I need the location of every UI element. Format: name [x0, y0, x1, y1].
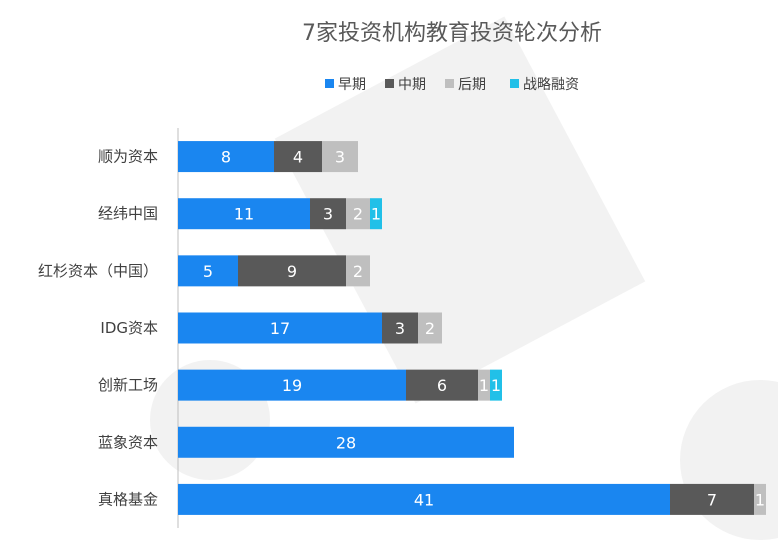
bar-segment — [418, 312, 442, 344]
data-label: 28 — [336, 433, 356, 452]
data-label: 41 — [414, 490, 434, 509]
data-label: 3 — [323, 205, 333, 224]
legend-label-3: 战略融资 — [523, 77, 579, 93]
bar-segment — [370, 198, 382, 230]
category-label: 顺为资本 — [98, 148, 158, 166]
bar-segment — [310, 198, 346, 230]
data-label: 8 — [221, 148, 231, 167]
legend-swatch-1 — [385, 79, 394, 88]
bar-segment — [178, 426, 514, 458]
category-label: 创新工场 — [98, 376, 158, 394]
bar-segment — [322, 141, 358, 173]
legend: 早期 中期 后期 战略融资 — [325, 77, 579, 93]
data-label: 3 — [335, 148, 345, 167]
legend-label-2: 后期 — [458, 77, 486, 93]
legend-swatch-2 — [445, 79, 454, 88]
data-label: 4 — [293, 148, 303, 167]
bar-segment — [178, 255, 238, 287]
category-label: 蓝象资本 — [98, 433, 158, 451]
category-label: 真格基金 — [98, 490, 158, 508]
bar-segment — [490, 369, 502, 401]
data-label: 11 — [234, 205, 254, 224]
data-label: 7 — [707, 490, 717, 509]
data-label: 3 — [395, 319, 405, 338]
bar-segment — [346, 255, 370, 287]
data-label: 2 — [353, 262, 363, 281]
bar-segment — [178, 141, 274, 173]
bar-segment — [274, 141, 322, 173]
bar-segment — [670, 483, 754, 515]
data-label: 19 — [282, 376, 302, 395]
chart-title: 7家投资机构教育投资轮次分析 — [302, 21, 602, 46]
legend-swatch-3 — [510, 79, 519, 88]
legend-label-0: 早期 — [338, 77, 366, 93]
bar-segment — [178, 369, 406, 401]
data-label: 1 — [491, 376, 501, 395]
data-label: 6 — [437, 376, 447, 395]
bar-segment — [178, 312, 382, 344]
legend-label-1: 中期 — [398, 77, 426, 93]
bar-segment — [406, 369, 478, 401]
data-label: 9 — [287, 262, 297, 281]
category-label: 红杉资本（中国） — [38, 262, 158, 280]
data-label: 17 — [270, 319, 290, 338]
data-label: 5 — [203, 262, 213, 281]
bar-segment — [178, 198, 310, 230]
bar-segment — [754, 483, 766, 515]
data-label: 2 — [353, 205, 363, 224]
data-label: 1 — [479, 376, 489, 395]
bar-segment — [238, 255, 346, 287]
legend-swatch-0 — [325, 79, 334, 88]
bar-segment — [382, 312, 418, 344]
category-label: 经纬中国 — [98, 205, 158, 223]
category-label: IDG资本 — [100, 319, 158, 337]
bar-segment — [346, 198, 370, 230]
data-label: 1 — [755, 490, 765, 509]
bar-segment — [178, 483, 670, 515]
data-label: 2 — [425, 319, 435, 338]
bar-segment — [478, 369, 490, 401]
data-label: 1 — [371, 205, 381, 224]
